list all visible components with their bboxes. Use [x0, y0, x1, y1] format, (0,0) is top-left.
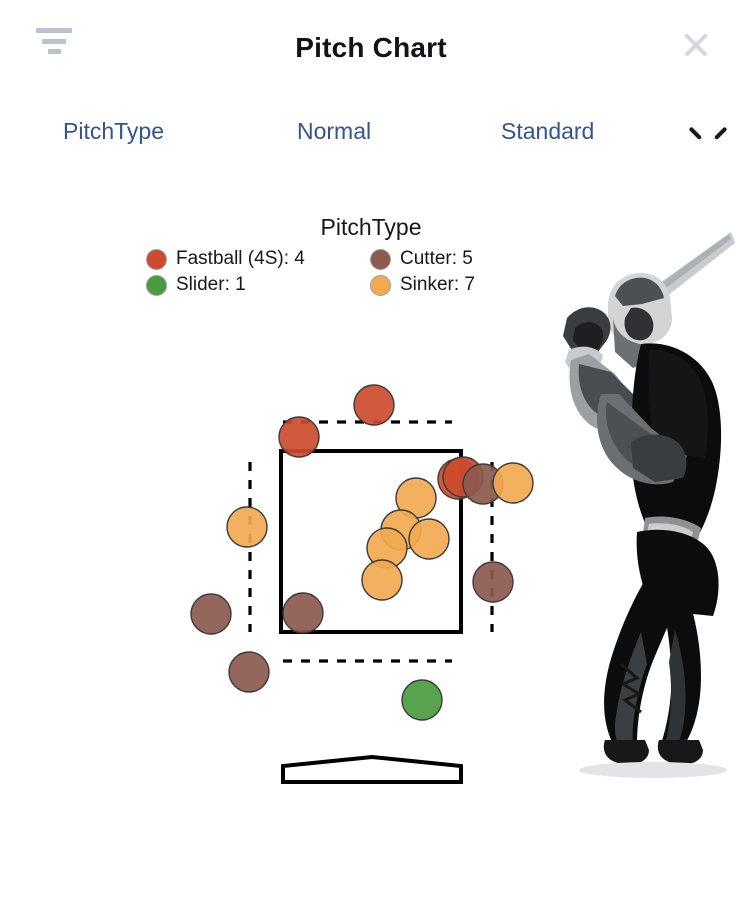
home-plate: [281, 754, 463, 784]
legend-swatch-icon: [146, 248, 167, 270]
chart-options-bar: PitchType Normal Standard: [0, 118, 742, 162]
pitch-marker[interactable]: [278, 416, 320, 458]
legend-entry-label: Slider: 1: [176, 274, 246, 295]
strike-zone-box: [279, 449, 463, 634]
pitch-series-slider: [401, 679, 443, 721]
filter-bar-middle: [42, 38, 66, 44]
pitch-marker[interactable]: [226, 506, 268, 548]
option-standard[interactable]: Standard: [501, 118, 595, 144]
legend-swatch-icon: [146, 274, 167, 296]
legend-title: PitchType: [320, 214, 422, 240]
legend-entry-slider[interactable]: Slider: 1: [146, 272, 370, 298]
legend-entry-label: Fastball (4S): 4: [176, 248, 305, 269]
option-pitchtype[interactable]: PitchType: [63, 118, 164, 144]
filter-bar-bottom: [47, 49, 61, 54]
legend-entry-fastball-4s[interactable]: Fastball (4S): 4: [146, 246, 370, 272]
filter-icon[interactable]: [36, 28, 72, 54]
legend-swatch-icon: [370, 274, 391, 296]
legend-entry-sinker[interactable]: Sinker: 7: [370, 272, 566, 298]
pitch-marker[interactable]: [353, 384, 395, 426]
pitch-marker[interactable]: [228, 651, 270, 693]
pitch-series-fastball-4s: [278, 384, 484, 500]
pitch-marker[interactable]: [190, 593, 232, 635]
option-normal[interactable]: Normal: [297, 118, 372, 144]
dialog-header: Pitch Chart: [0, 0, 742, 92]
pitch-marker[interactable]: [408, 518, 450, 560]
pitch-marker[interactable]: [401, 679, 443, 721]
pitch-marker[interactable]: [282, 592, 324, 634]
legend-entry-label: Cutter: 5: [400, 248, 473, 269]
chart-legend: PitchType Fastball (4S): 4 Cutter: 5 Slide…: [0, 214, 742, 306]
legend-entry-label: Sinker: 7: [400, 274, 475, 295]
pitch-marker[interactable]: [472, 561, 514, 603]
pitch-marker[interactable]: [361, 559, 403, 601]
page-title: Pitch Chart: [295, 32, 447, 63]
pitch-marker[interactable]: [492, 462, 534, 504]
legend-entry-cutter[interactable]: Cutter: 5: [370, 246, 566, 272]
pitch-series-cutter: [190, 463, 514, 693]
pitch-series-sinker: [226, 462, 534, 601]
batter-silhouette: [545, 232, 735, 788]
filter-bar-top: [36, 28, 72, 33]
legend-swatch-icon: [370, 248, 391, 270]
legend-entries: Fastball (4S): 4 Cutter: 5 Slider: 1 Sinker…: [146, 246, 566, 298]
